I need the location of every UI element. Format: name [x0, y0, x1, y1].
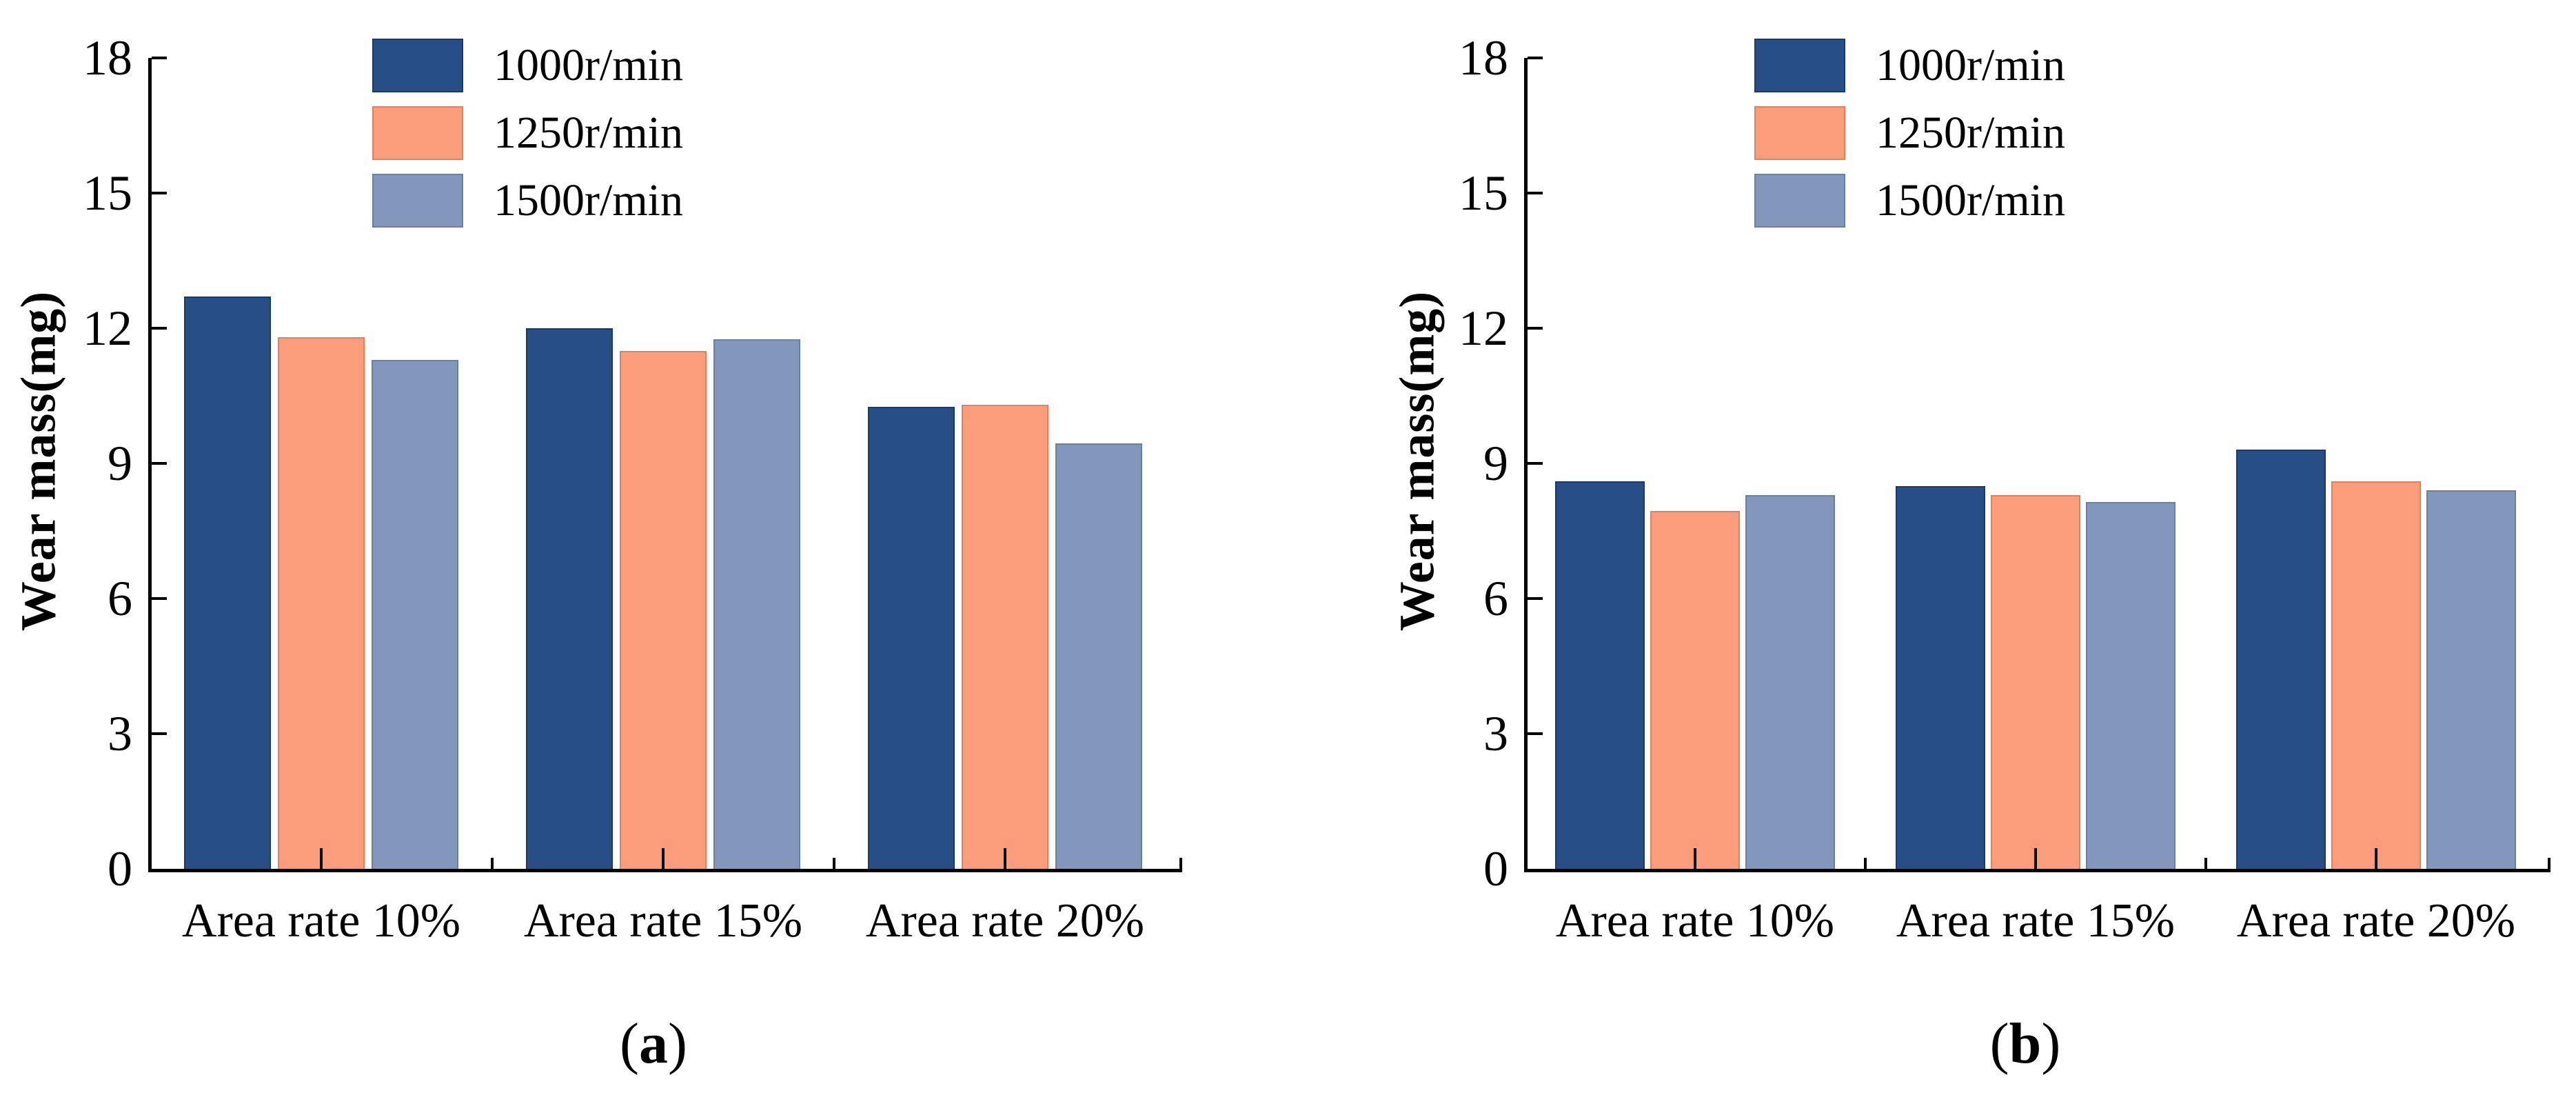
caption-close-paren: )	[2041, 1012, 2061, 1076]
legend-swatch-1500rmin	[1754, 174, 1845, 228]
bar-1500rmin-Arearate15	[2086, 502, 2176, 869]
y-tick	[1528, 327, 1543, 330]
y-tick-label: 6	[1483, 571, 1508, 627]
y-tick-label: 6	[108, 571, 132, 627]
x-minor-tick	[1864, 858, 1867, 869]
legend-label: 1000r/min	[1876, 40, 2065, 90]
y-tick	[1528, 192, 1543, 195]
x-major-tick	[662, 848, 665, 869]
bar-1250rmin-Arearate15	[620, 351, 707, 869]
bar-1250rmin-Arearate10	[278, 337, 365, 869]
bar-1000rmin-Arearate10	[184, 297, 271, 869]
x-major-tick	[1004, 848, 1006, 869]
x-axis-end-tick	[2548, 858, 2550, 869]
bar-1250rmin-Arearate20	[962, 405, 1048, 869]
bar-1500rmin-Arearate15	[713, 339, 800, 869]
caption-close-paren: )	[668, 1012, 687, 1076]
x-major-tick	[2034, 848, 2037, 869]
legend-label: 1500r/min	[1876, 175, 2065, 225]
x-minor-tick	[833, 858, 835, 869]
caption-letter: b	[2009, 1012, 2042, 1076]
legend-label: 1500r/min	[494, 175, 683, 225]
y-tick	[152, 57, 167, 60]
y-tick-label: 18	[1459, 30, 1508, 86]
x-category-label: Area rate 15%	[1896, 894, 2176, 947]
bar-1250rmin-Arearate20	[2331, 481, 2421, 869]
x-minor-tick	[2204, 858, 2207, 869]
x-category-label: Area rate 20%	[865, 894, 1145, 947]
y-tick	[1528, 462, 1543, 465]
x-minor-tick	[491, 858, 494, 869]
y-tick	[152, 192, 167, 195]
x-category-label: Area rate 10%	[1555, 894, 1835, 947]
bar-1000rmin-Arearate10	[1555, 481, 1645, 869]
bar-1000rmin-Arearate15	[526, 328, 613, 869]
x-major-tick	[1694, 848, 1696, 869]
bar-1250rmin-Arearate15	[1991, 495, 2080, 869]
y-tick-label: 15	[83, 165, 132, 221]
caption-b: (b)	[1887, 1012, 2163, 1076]
x-major-tick	[2375, 848, 2377, 869]
y-tick-label: 0	[108, 841, 132, 896]
y-tick-label: 18	[83, 30, 132, 86]
y-tick	[152, 327, 167, 330]
bar-1500rmin-Arearate10	[1745, 495, 1835, 869]
y-axis-line	[148, 58, 152, 872]
x-axis-end-tick	[1179, 858, 1182, 869]
legend-swatch-1000rmin	[1754, 39, 1845, 92]
bar-1500rmin-Arearate20	[1055, 443, 1142, 869]
caption-letter: a	[639, 1012, 668, 1076]
x-category-label: Area rate 20%	[2236, 894, 2516, 947]
x-category-label: Area rate 10%	[181, 894, 461, 947]
x-axis-line	[148, 869, 1182, 872]
caption-open-paren: (	[1989, 1012, 2009, 1076]
legend-swatch-1500rmin	[372, 174, 463, 228]
bar-1000rmin-Arearate15	[1896, 486, 1985, 869]
legend-label: 1000r/min	[494, 40, 683, 90]
x-axis-line	[1524, 869, 2550, 872]
bar-1000rmin-Arearate20	[868, 407, 955, 869]
bar-1000rmin-Arearate20	[2236, 450, 2326, 869]
y-tick-label: 3	[108, 706, 132, 761]
y-tick	[1528, 732, 1543, 735]
y-tick-label: 0	[1483, 841, 1508, 896]
legend-label: 1250r/min	[494, 108, 683, 158]
bar-1250rmin-Arearate10	[1650, 511, 1740, 869]
y-tick-label: 12	[1459, 301, 1508, 356]
y-tick	[1528, 57, 1543, 60]
y-tick-label: 3	[1483, 706, 1508, 761]
y-tick	[152, 462, 167, 465]
bar-1500rmin-Arearate10	[372, 360, 458, 869]
caption-open-paren: (	[620, 1012, 639, 1076]
y-tick	[152, 732, 167, 735]
legend-swatch-1000rmin	[372, 39, 463, 92]
legend-swatch-1250rmin	[1754, 106, 1845, 160]
legend-swatch-1250rmin	[372, 106, 463, 160]
y-tick-label: 15	[1459, 165, 1508, 221]
y-axis-line	[1524, 58, 1528, 872]
bar-1500rmin-Arearate20	[2426, 490, 2516, 869]
x-major-tick	[320, 848, 323, 869]
y-tick	[152, 597, 167, 601]
legend-label: 1250r/min	[1876, 108, 2065, 158]
y-tick-label: 9	[108, 436, 132, 492]
x-category-label: Area rate 15%	[523, 894, 803, 947]
y-tick-label: 9	[1483, 436, 1508, 492]
caption-a: (a)	[516, 1012, 791, 1076]
y-tick	[1528, 597, 1543, 601]
y-tick-label: 12	[83, 301, 132, 356]
